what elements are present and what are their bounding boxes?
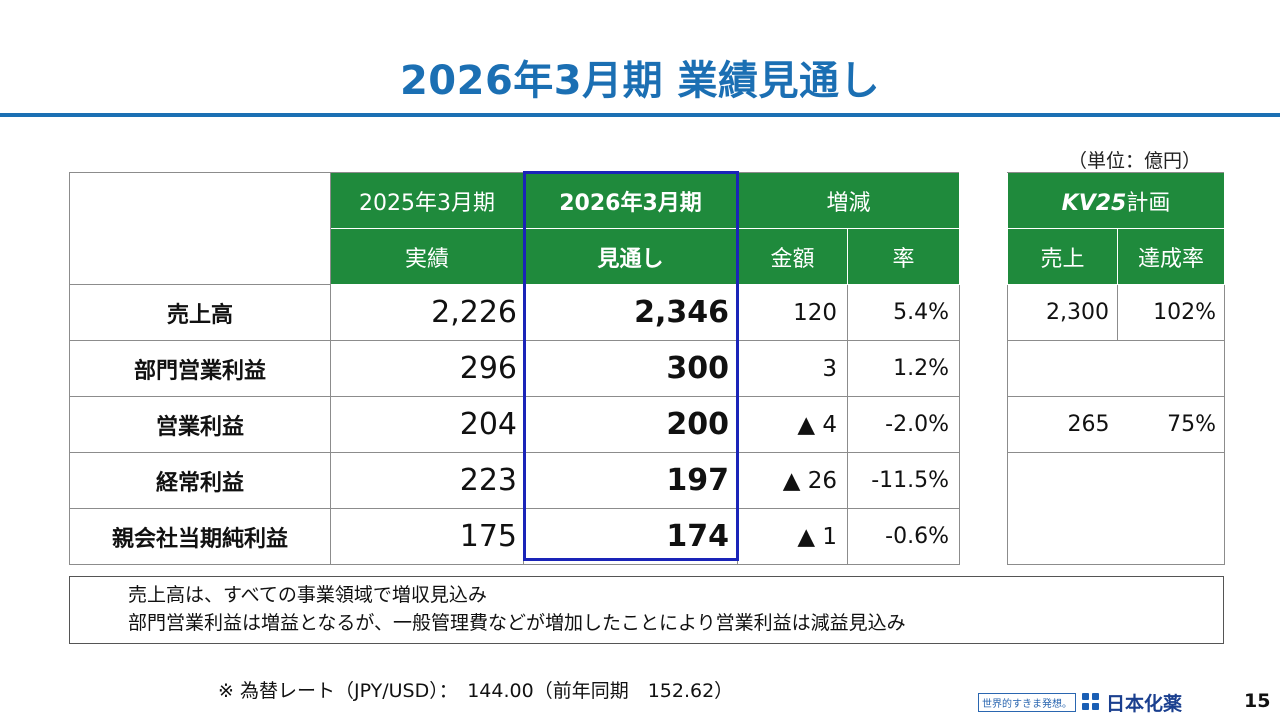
change-rate: -11.5% [846,452,961,509]
prev-value: 223 [330,452,524,509]
page-number: 15 [1244,690,1271,712]
plan-sales-value: 265 [1007,396,1118,453]
commentary-box: 売上高は、すべての事業領域で増収見込み 部門営業利益は増益となるが、一般管理費な… [69,576,1224,644]
header-prev-sub: 実績 [330,228,524,285]
plan-achieve-value: 102% [1117,284,1225,341]
change-rate: -0.6% [846,508,961,565]
change-rate: 1.2% [846,340,961,397]
header-plan-sales: 売上 [1007,228,1118,285]
plan-achieve-value: 75% [1117,396,1225,453]
plan-label: 計画 [1126,190,1171,216]
change-amount: ▲ 4 [737,396,848,453]
plan-achieve-value [1117,452,1225,509]
header-amount: 金額 [737,228,848,285]
row-label: 経常利益 [69,452,331,509]
row-label: 部門営業利益 [69,340,331,397]
unit-label: （単位：億円） [1068,150,1202,172]
row-label: 親会社当期純利益 [69,508,331,565]
table-row [1007,340,1225,397]
forecast-table: 2025年3月期 2026年3月期 増減 実績 見通し 金額 率 売上高 2,2… [69,172,961,565]
company-logo: 世界的すきま発想。 日本化薬 [978,690,1183,715]
change-amount: 3 [737,340,848,397]
cur-value: 300 [523,340,738,397]
company-mark-icon [1082,693,1100,711]
kv25-brand: KV25 [1061,190,1127,216]
table-row [1007,508,1225,565]
header-cur-sub: 見通し [523,228,738,285]
table-row: 経常利益 223 197 ▲ 26 -11.5% [69,452,961,509]
cur-value: 174 [523,508,738,565]
kv25-plan-table: KV25計画 売上 達成率 2,300 102% 265 75% [1007,172,1225,565]
table-row: 部門営業利益 296 300 3 1.2% [69,340,961,397]
change-amount: ▲ 26 [737,452,848,509]
plan-sales-value [1007,508,1118,565]
change-rate: -2.0% [846,396,961,453]
exchange-rate-note: ※ 為替レート（JPY/USD）： 144.00（前年同期 152.62） [218,680,734,702]
row-label: 売上高 [69,284,331,341]
title-underline [0,113,1280,117]
row-label: 営業利益 [69,396,331,453]
header-prev-year: 2025年3月期 [330,172,524,229]
prev-value: 296 [330,340,524,397]
cur-value: 2,346 [523,284,738,341]
table-row: 265 75% [1007,396,1225,453]
change-rate: 5.4% [846,284,961,341]
prev-value: 204 [330,396,524,453]
change-amount: 120 [737,284,848,341]
header-cur-year: 2026年3月期 [523,172,738,229]
header-change: 増減 [736,172,961,229]
plan-achieve-value [1117,508,1225,565]
plan-achieve-value [1117,340,1225,397]
note-line: 部門営業利益は増益となるが、一般管理費などが増加したことにより営業利益は減益見込… [128,612,906,634]
slogan: 世界的すきま発想。 [978,692,1076,712]
change-amount: ▲ 1 [737,508,848,565]
cur-value: 197 [523,452,738,509]
note-line: 売上高は、すべての事業領域で増収見込み [128,584,487,606]
plan-sales-value: 2,300 [1007,284,1118,341]
cur-value: 200 [523,396,738,453]
table-row: 2,300 102% [1007,284,1225,341]
table-row: 営業利益 204 200 ▲ 4 -2.0% [69,396,961,453]
page-title: 2026年3月期 業績見通し [399,58,881,104]
header-plan-achieve: 達成率 [1117,228,1225,285]
table-row: 親会社当期純利益 175 174 ▲ 1 -0.6% [69,508,961,565]
table-row: 売上高 2,226 2,346 120 5.4% [69,284,961,341]
company-name: 日本化薬 [1106,692,1183,715]
plan-sales-value [1007,340,1118,397]
prev-value: 175 [330,508,524,565]
header-rate: 率 [846,228,961,285]
prev-value: 2,226 [330,284,524,341]
corner-cell [69,172,331,285]
plan-sales-value [1007,452,1118,509]
plan-header: KV25計画 [1007,172,1225,229]
table-row [1007,452,1225,509]
